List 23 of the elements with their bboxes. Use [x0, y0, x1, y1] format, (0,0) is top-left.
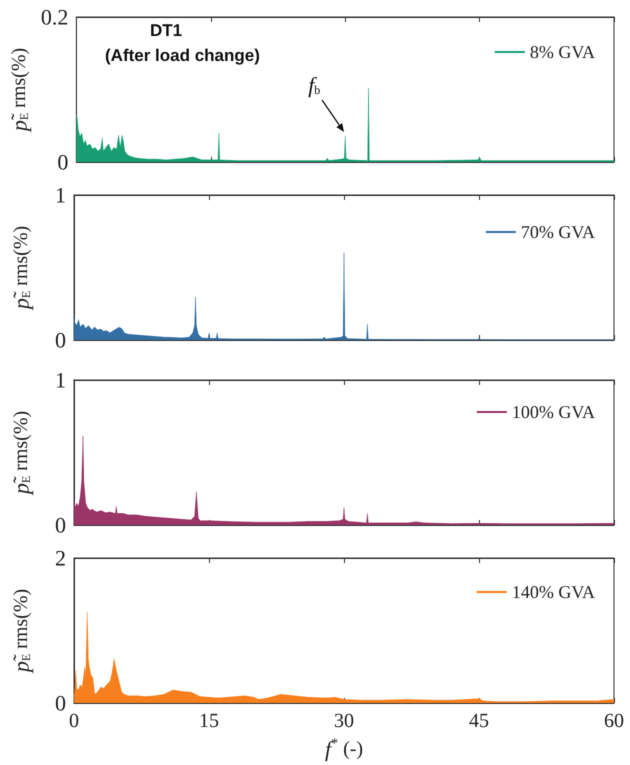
y-tick-label: 0: [55, 512, 66, 538]
legend-label: 140% GVA: [512, 582, 595, 602]
legend-label: 8% GVA: [530, 42, 595, 62]
y-tick-label: 0: [57, 150, 68, 174]
annotation: (After load change): [105, 46, 260, 65]
y-tick-label: 1: [55, 182, 66, 208]
x-tick-label: 15: [199, 710, 219, 732]
annotation: DT1: [150, 21, 182, 40]
y-axis-title: p̃E rms(%): [8, 410, 34, 496]
legend-label: 70% GVA: [520, 222, 595, 242]
y-tick-label: 0: [55, 328, 66, 352]
y-tick-label: 0: [55, 690, 66, 716]
annotation: fb: [308, 72, 320, 98]
x-tick-label: 60: [604, 710, 624, 732]
y-axis-title: p̃E rms(%): [8, 226, 34, 312]
y-tick-label: 1: [55, 368, 66, 392]
y-tick-label: 0.2: [40, 4, 68, 30]
y-tick-label: 2: [55, 546, 66, 570]
x-tick-label: 45: [469, 710, 489, 732]
y-axis-title: p̃E rms(%): [6, 48, 32, 134]
legend-label: 100% GVA: [512, 402, 595, 422]
x-tick-label: 30: [334, 710, 354, 732]
y-axis-title: p̃E rms(%): [8, 588, 34, 674]
